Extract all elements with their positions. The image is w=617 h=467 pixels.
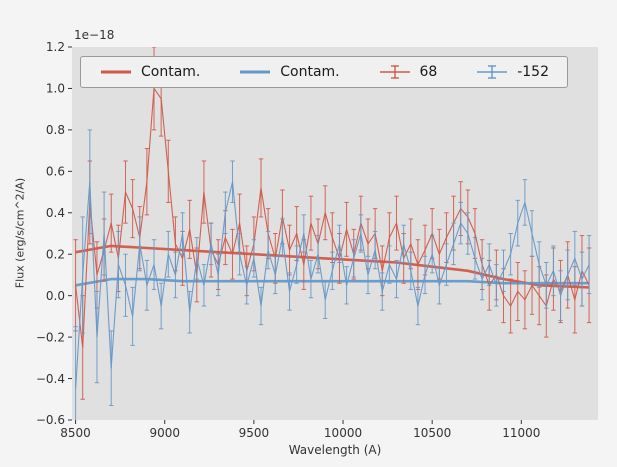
y-axis-offset-text: 1e−18 xyxy=(74,28,115,42)
y-tick-label: 0.6 xyxy=(46,165,65,179)
legend: Contam. Contam. 68 -152 xyxy=(80,56,568,88)
y-tick-label: −0.4 xyxy=(36,372,65,386)
y-tick-label: 0.4 xyxy=(46,206,65,220)
series-layer xyxy=(73,47,592,420)
legend-errorbar-glyph-red xyxy=(379,65,410,79)
legend-label: Contam. xyxy=(280,64,340,80)
y-tick-label: −0.2 xyxy=(36,330,65,344)
y-tick-label: 1.0 xyxy=(46,82,65,96)
legend-label: -152 xyxy=(517,64,549,80)
y-axis-label: Flux (erg/s/cm^2/A) xyxy=(13,177,27,289)
legend-label: Contam. xyxy=(141,64,201,80)
y-tick-label: −0.6 xyxy=(36,413,65,427)
legend-item-68: 68 xyxy=(378,64,438,80)
legend-label: 68 xyxy=(419,64,438,80)
plot-background xyxy=(72,47,598,420)
legend-item-contam-blue: Contam. xyxy=(238,64,340,80)
x-tick-label: 9500 xyxy=(239,426,270,440)
legend-line-glyph-red xyxy=(101,70,131,74)
series-line-spec-68 xyxy=(75,87,590,349)
x-tick-label: 10000 xyxy=(324,426,362,440)
y-tick-label: 1.2 xyxy=(46,40,65,54)
x-tick-label: 8500 xyxy=(60,426,91,440)
x-axis-label: Wavelength (A) xyxy=(288,443,382,457)
series-line-contam-red xyxy=(75,244,590,289)
x-tick-label: 9000 xyxy=(149,426,180,440)
legend-item-minus152: -152 xyxy=(475,64,549,80)
y-tick-label: 0.8 xyxy=(46,123,65,137)
legend-errorbar-glyph-blue xyxy=(477,65,508,79)
y-tick-label: 0.2 xyxy=(46,247,65,261)
y-tick-label: 0.0 xyxy=(46,289,65,303)
x-tick-label: 10500 xyxy=(413,426,451,440)
series-line-spec-minus152 xyxy=(75,181,590,389)
legend-line-glyph-blue xyxy=(240,70,271,74)
x-tick-label: 11000 xyxy=(502,426,540,440)
legend-item-contam-red: Contam. xyxy=(99,64,200,80)
